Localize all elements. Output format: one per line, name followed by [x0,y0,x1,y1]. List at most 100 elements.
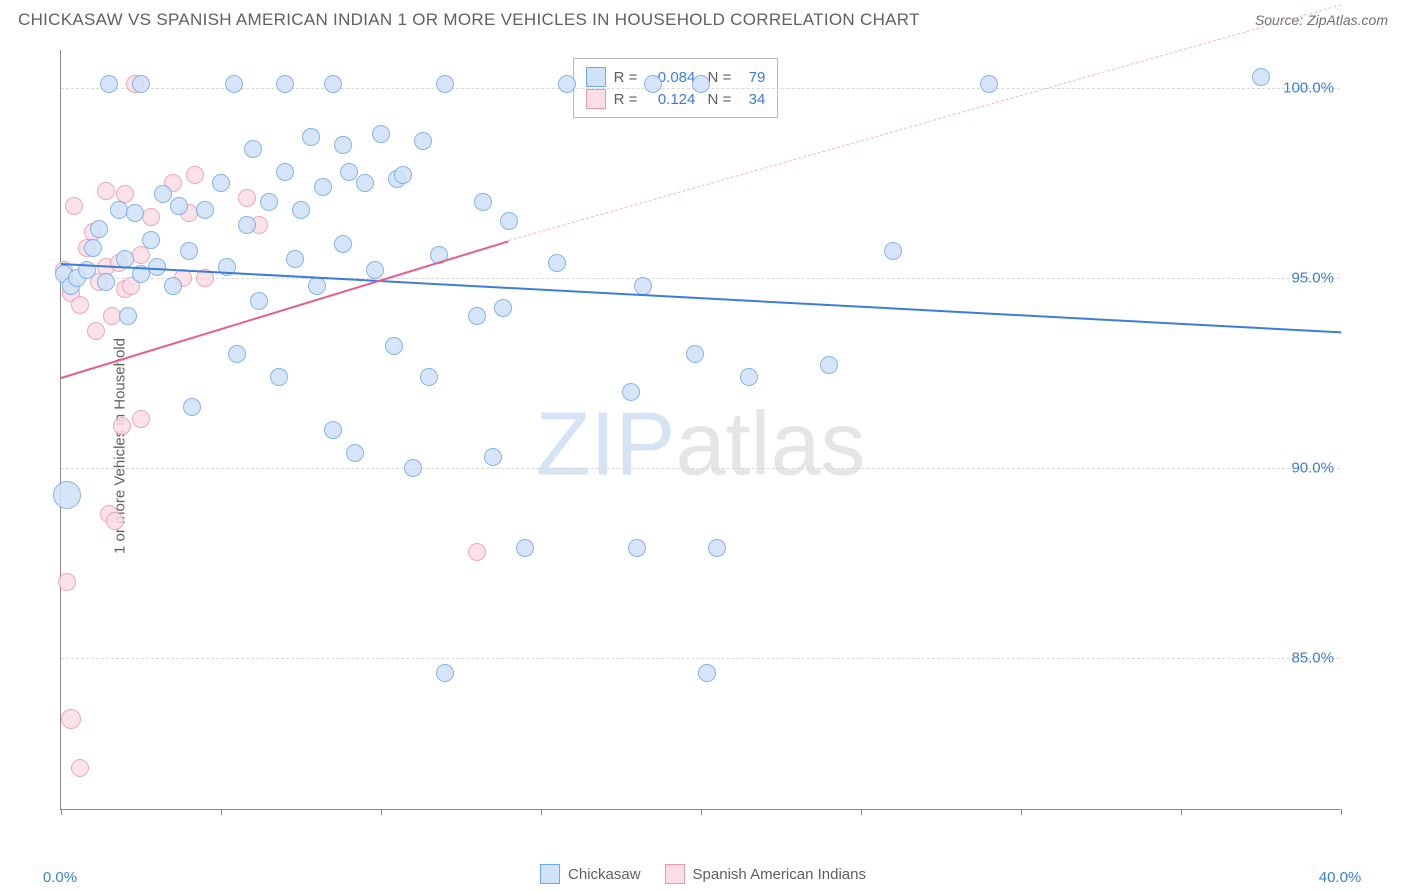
scatter-point [628,539,646,557]
y-tick-label: 100.0% [1283,80,1334,97]
x-tick-mark [1181,809,1182,815]
scatter-point [196,201,214,219]
scatter-point [474,193,492,211]
scatter-point [132,246,150,264]
scatter-point [71,296,89,314]
scatter-point [334,235,352,253]
x-tick-label: 0.0% [43,869,77,886]
scatter-point [126,204,144,222]
y-tick-label: 95.0% [1291,270,1334,287]
scatter-point [324,75,342,93]
y-tick-label: 85.0% [1291,650,1334,667]
scatter-point [1252,68,1270,86]
scatter-point [820,356,838,374]
scatter-point [113,417,131,435]
bottom-legend: Chickasaw Spanish American Indians [540,864,866,884]
scatter-point [110,201,128,219]
gridline [61,278,1340,279]
chart-container: CHICKASAW VS SPANISH AMERICAN INDIAN 1 O… [0,0,1406,892]
scatter-point [148,258,166,276]
scatter-point [644,75,662,93]
watermark-atlas: atlas [675,394,865,494]
watermark-zip: ZIP [535,394,675,494]
scatter-point [292,201,310,219]
scatter-point [186,166,204,184]
scatter-point [500,212,518,230]
scatter-point [250,292,268,310]
scatter-point [260,193,278,211]
scatter-point [404,459,422,477]
scatter-point [238,189,256,207]
scatter-point [468,307,486,325]
x-tick-mark [541,809,542,815]
scatter-point [180,242,198,260]
scatter-point [436,664,454,682]
scatter-point [53,481,81,509]
scatter-point [97,182,115,200]
legend-swatch [540,864,560,884]
legend-swatch [665,864,685,884]
source-attribution: Source: ZipAtlas.com [1255,12,1388,28]
scatter-point [286,250,304,268]
chart-title: CHICKASAW VS SPANISH AMERICAN INDIAN 1 O… [18,10,920,30]
scatter-point [276,163,294,181]
scatter-point [420,368,438,386]
swatch-chickasaw [586,67,606,87]
scatter-point [58,573,76,591]
scatter-point [87,322,105,340]
y-tick-label: 90.0% [1291,460,1334,477]
x-tick-mark [381,809,382,815]
scatter-point [270,368,288,386]
scatter-point [708,539,726,557]
gridline [61,468,1340,469]
scatter-point [65,197,83,215]
scatter-point [334,136,352,154]
scatter-point [548,254,566,272]
scatter-point [980,75,998,93]
scatter-point [314,178,332,196]
scatter-point [71,759,89,777]
swatch-spanish [586,89,606,109]
scatter-point [394,166,412,184]
scatter-point [244,140,262,158]
scatter-point [84,239,102,257]
scatter-point [97,273,115,291]
scatter-point [225,75,243,93]
x-tick-mark [61,809,62,815]
scatter-point [340,163,358,181]
scatter-point [154,185,172,203]
scatter-point [132,410,150,428]
scatter-point [90,220,108,238]
scatter-point [558,75,576,93]
scatter-point [308,277,326,295]
gridline [61,658,1340,659]
scatter-point [164,277,182,295]
x-tick-mark [1021,809,1022,815]
scatter-point [622,383,640,401]
scatter-point [302,128,320,146]
scatter-point [324,421,342,439]
scatter-point [132,75,150,93]
x-tick-mark [221,809,222,815]
legend-label: Spanish American Indians [693,866,866,883]
scatter-point [212,174,230,192]
scatter-point [468,543,486,561]
scatter-point [119,307,137,325]
watermark: ZIPatlas [535,393,865,496]
stats-row-spanish: R = 0.124 N = 34 [586,89,766,109]
scatter-point [884,242,902,260]
x-tick-mark [1341,809,1342,815]
x-tick-mark [861,809,862,815]
legend-item: Chickasaw [540,864,641,884]
n-value-spanish: 34 [739,91,765,108]
scatter-point [142,231,160,249]
scatter-point [372,125,390,143]
scatter-point [238,216,256,234]
scatter-point [346,444,364,462]
scatter-point [698,664,716,682]
scatter-point [740,368,758,386]
scatter-point [100,75,118,93]
legend-label: Chickasaw [568,866,641,883]
scatter-point [494,299,512,317]
scatter-point [228,345,246,363]
